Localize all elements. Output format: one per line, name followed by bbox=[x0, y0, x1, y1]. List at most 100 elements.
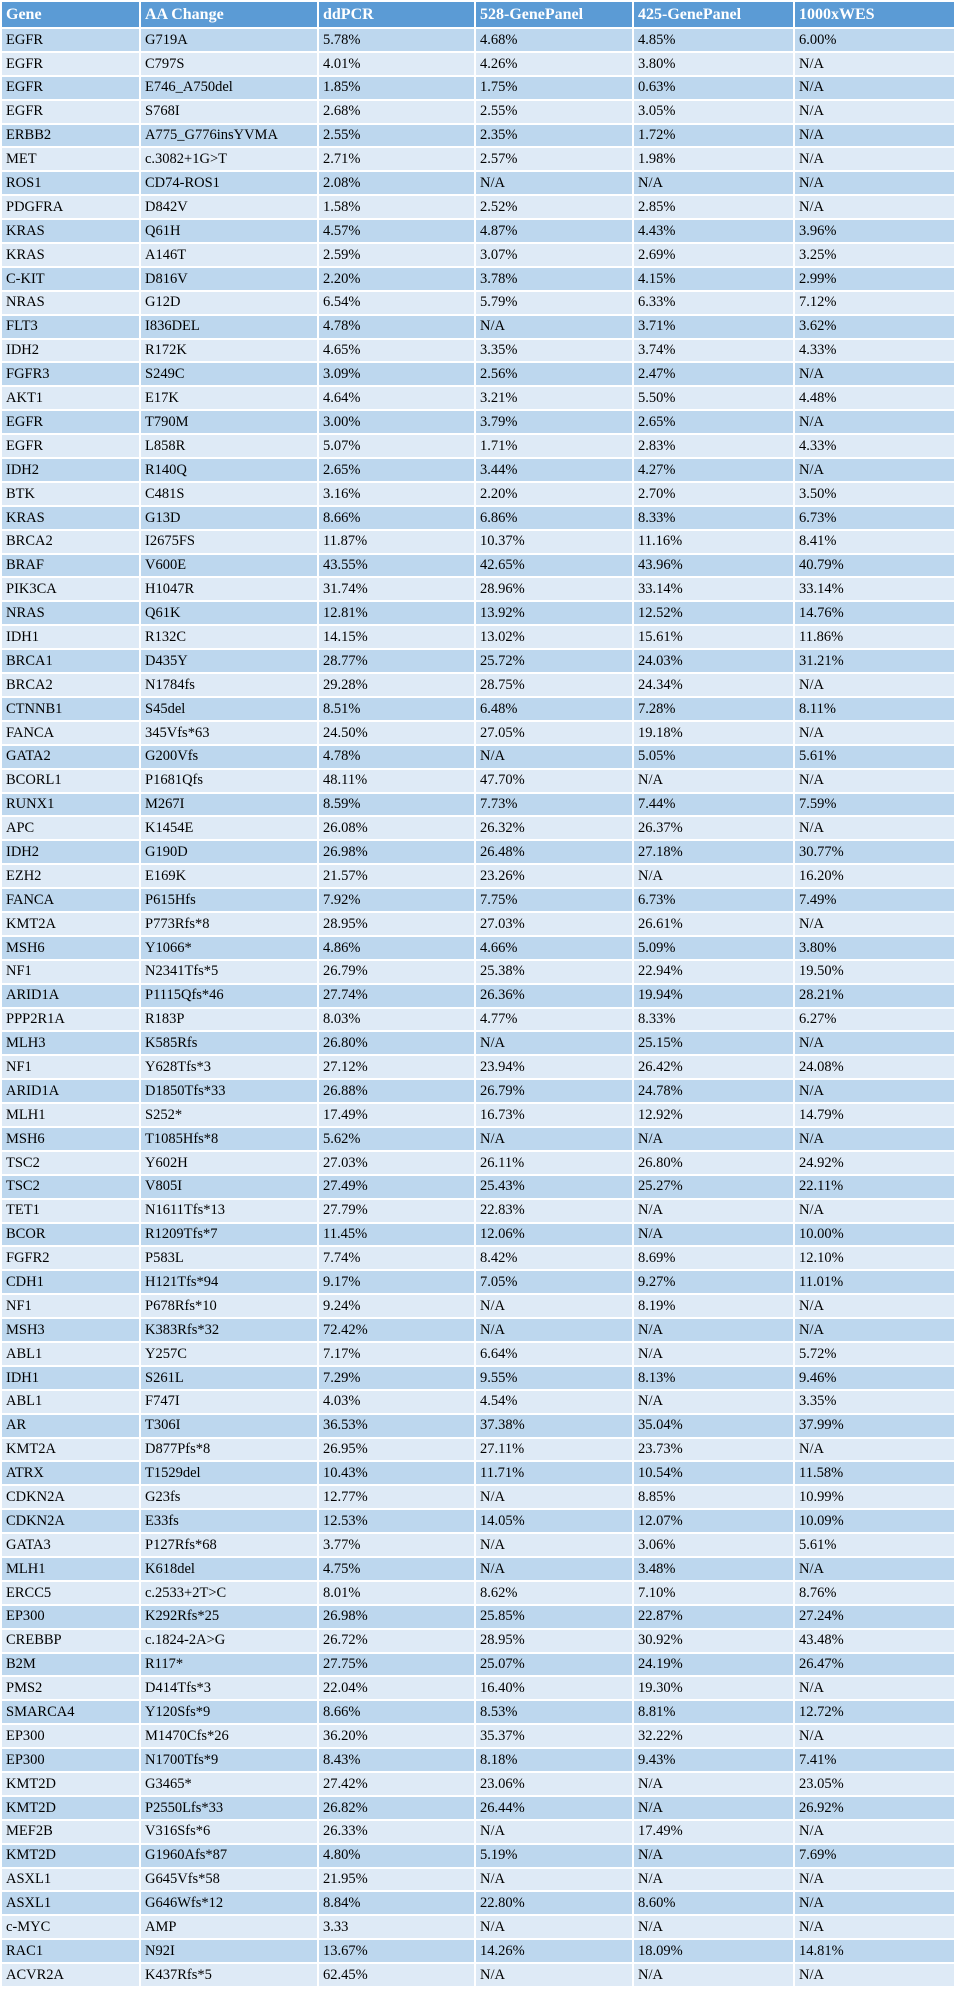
cell-528-genepanel: 23.94% bbox=[474, 1054, 634, 1081]
cell-ddpcr: 11.45% bbox=[317, 1221, 476, 1248]
cell-ddpcr: 17.49% bbox=[317, 1102, 476, 1128]
cell-aa-change: D816V bbox=[139, 265, 319, 292]
cell-528-genepanel: 13.92% bbox=[474, 600, 634, 627]
cell-gene: EP300 bbox=[0, 1723, 141, 1750]
cell-1000xwes: N/A bbox=[793, 409, 954, 436]
cell-528-genepanel: 1.75% bbox=[474, 74, 634, 101]
cell-1000xwes: N/A bbox=[793, 1914, 954, 1941]
cell-425-genepanel: N/A bbox=[632, 1125, 795, 1152]
cell-1000xwes: N/A bbox=[793, 1197, 954, 1224]
cell-ddpcr: 8.66% bbox=[317, 1699, 476, 1726]
cell-528-genepanel: 3.07% bbox=[474, 242, 634, 268]
table-row: EP300 M1470Cfs*26 36.20% 35.37% 32.22% N/A bbox=[0, 1723, 954, 1750]
table-row: ABL1 F747I 4.03% 4.54% N/A 3.35% bbox=[0, 1388, 954, 1415]
cell-ddpcr: 3.77% bbox=[317, 1532, 476, 1558]
cell-aa-change: K292Rfs*25 bbox=[139, 1603, 319, 1630]
cell-aa-change: c.2533+2T>C bbox=[139, 1579, 319, 1606]
cell-528-genepanel: N/A bbox=[474, 1556, 634, 1582]
cell-528-genepanel: 16.40% bbox=[474, 1675, 634, 1702]
cell-gene: EGFR bbox=[0, 409, 141, 436]
cell-1000xwes: N/A bbox=[793, 1818, 954, 1845]
cell-gene: ROS1 bbox=[0, 170, 141, 197]
cell-528-genepanel: 2.52% bbox=[474, 194, 634, 221]
cell-gene: IDH1 bbox=[0, 624, 141, 651]
cell-1000xwes: 2.99% bbox=[793, 265, 954, 292]
cell-1000xwes: 7.59% bbox=[793, 791, 954, 818]
cell-ddpcr: 36.20% bbox=[317, 1723, 476, 1750]
cell-1000xwes: 43.48% bbox=[793, 1627, 954, 1654]
cell-528-genepanel: 6.48% bbox=[474, 695, 634, 722]
cell-1000xwes: 7.41% bbox=[793, 1747, 954, 1774]
cell-425-genepanel: 11.16% bbox=[632, 528, 795, 555]
cell-aa-change: L858R bbox=[139, 433, 319, 460]
cell-528-genepanel: 4.68% bbox=[474, 27, 634, 53]
cell-ddpcr: 26.98% bbox=[317, 1603, 476, 1630]
cell-aa-change: C797S bbox=[139, 50, 319, 77]
cell-528-genepanel: 14.05% bbox=[474, 1508, 634, 1535]
cell-ddpcr: 9.24% bbox=[317, 1293, 476, 1320]
cell-528-genepanel: 25.43% bbox=[474, 1173, 634, 1200]
cell-1000xwes: 3.96% bbox=[793, 218, 954, 245]
cell-528-genepanel: 12.06% bbox=[474, 1221, 634, 1248]
table-row: KMT2A D877Pfs*8 26.95% 27.11% 23.73% N/A bbox=[0, 1436, 954, 1463]
cell-1000xwes: 24.92% bbox=[793, 1149, 954, 1176]
table-row: NRAS G12D 6.54% 5.79% 6.33% 7.12% bbox=[0, 289, 954, 316]
cell-425-genepanel: 0.63% bbox=[632, 74, 795, 101]
table-row: BRCA1 D435Y 28.77% 25.72% 24.03% 31.21% bbox=[0, 648, 954, 675]
table-row: EGFR T790M 3.00% 3.79% 2.65% N/A bbox=[0, 409, 954, 436]
cell-528-genepanel: N/A bbox=[474, 1317, 634, 1343]
cell-425-genepanel: 19.18% bbox=[632, 719, 795, 746]
cell-425-genepanel: 4.85% bbox=[632, 27, 795, 53]
table-row: GATA2 G200Vfs 4.78% N/A 5.05% 5.61% bbox=[0, 743, 954, 770]
cell-gene: ARID1A bbox=[0, 982, 141, 1009]
cell-ddpcr: 12.77% bbox=[317, 1484, 476, 1511]
cell-528-genepanel: 25.38% bbox=[474, 958, 634, 985]
cell-gene: KRAS bbox=[0, 242, 141, 268]
cell-425-genepanel: N/A bbox=[632, 170, 795, 197]
cell-528-genepanel: 4.87% bbox=[474, 218, 634, 245]
cell-gene: NRAS bbox=[0, 600, 141, 627]
table-row: B2M R117* 27.75% 25.07% 24.19% 26.47% bbox=[0, 1651, 954, 1678]
cell-425-genepanel: N/A bbox=[632, 863, 795, 890]
cell-aa-change: N2341Tfs*5 bbox=[139, 958, 319, 985]
cell-528-genepanel: N/A bbox=[474, 1125, 634, 1152]
cell-1000xwes: 27.24% bbox=[793, 1603, 954, 1630]
cell-aa-change: I836DEL bbox=[139, 313, 319, 340]
cell-ddpcr: 3.09% bbox=[317, 361, 476, 388]
cell-gene: c-MYC bbox=[0, 1914, 141, 1941]
cell-425-genepanel: 24.03% bbox=[632, 648, 795, 675]
cell-528-genepanel: 7.75% bbox=[474, 887, 634, 913]
table-row: BRCA2 N1784fs 29.28% 28.75% 24.34% N/A bbox=[0, 672, 954, 698]
table-row: IDH1 R132C 14.15% 13.02% 15.61% 11.86% bbox=[0, 624, 954, 651]
cell-gene: ATRX bbox=[0, 1460, 141, 1487]
table-row: ASXL1 G645Vfs*58 21.95% N/A N/A N/A bbox=[0, 1866, 954, 1893]
cell-ddpcr: 27.03% bbox=[317, 1149, 476, 1176]
cell-425-genepanel: 5.09% bbox=[632, 934, 795, 961]
cell-aa-change: R172K bbox=[139, 337, 319, 364]
cell-aa-change: P773Rfs*8 bbox=[139, 910, 319, 937]
cell-aa-change: c.1824-2A>G bbox=[139, 1627, 319, 1654]
cell-1000xwes: 4.33% bbox=[793, 337, 954, 364]
cell-aa-change: G645Vfs*58 bbox=[139, 1866, 319, 1893]
cell-aa-change: V805I bbox=[139, 1173, 319, 1200]
cell-aa-change: D842V bbox=[139, 194, 319, 221]
cell-425-genepanel: N/A bbox=[632, 1866, 795, 1893]
cell-aa-change: 345Vfs*63 bbox=[139, 719, 319, 746]
table-row: ERBB2 A775_G776insYVMA 2.55% 2.35% 1.72% N/A bbox=[0, 122, 954, 149]
cell-aa-change: Y628Tfs*3 bbox=[139, 1054, 319, 1081]
cell-528-genepanel: 35.37% bbox=[474, 1723, 634, 1750]
cell-1000xwes: 9.46% bbox=[793, 1364, 954, 1391]
cell-aa-change: T1529del bbox=[139, 1460, 319, 1487]
cell-aa-change: V316Sfs*6 bbox=[139, 1818, 319, 1845]
cell-425-genepanel: 2.85% bbox=[632, 194, 795, 221]
cell-aa-change: c.3082+1G>T bbox=[139, 146, 319, 173]
cell-425-genepanel: 15.61% bbox=[632, 624, 795, 651]
table-row: PDGFRA D842V 1.58% 2.52% 2.85% N/A bbox=[0, 194, 954, 221]
cell-425-genepanel: 3.80% bbox=[632, 50, 795, 77]
cell-gene: EGFR bbox=[0, 433, 141, 460]
table-row: TET1 N1611Tfs*13 27.79% 22.83% N/A N/A bbox=[0, 1197, 954, 1224]
table-row: FANCA P615Hfs 7.92% 7.75% 6.73% 7.49% bbox=[0, 887, 954, 913]
cell-425-genepanel: 7.10% bbox=[632, 1579, 795, 1606]
cell-1000xwes: N/A bbox=[793, 1436, 954, 1463]
